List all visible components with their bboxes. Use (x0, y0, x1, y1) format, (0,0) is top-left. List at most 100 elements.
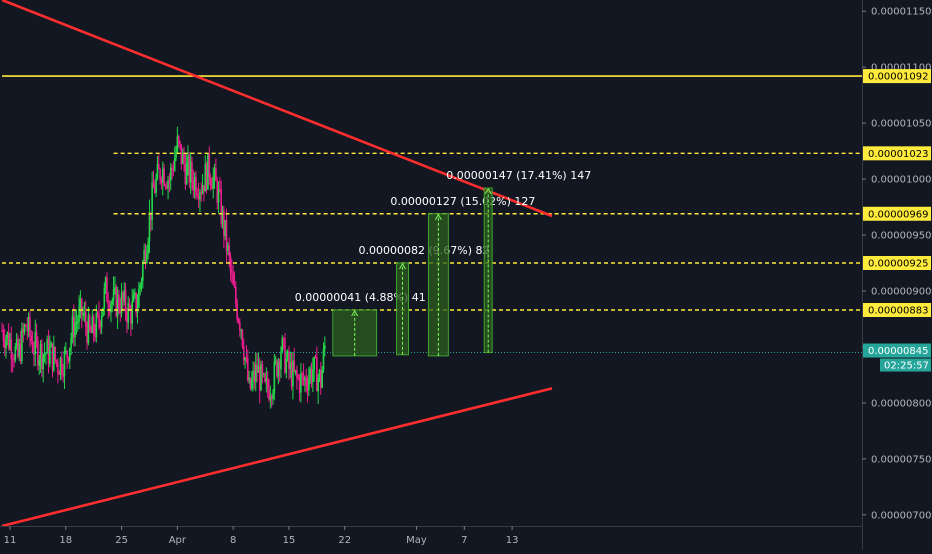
candle-body (43, 354, 46, 356)
candle-body (19, 343, 22, 362)
candle-body (151, 182, 153, 221)
candle-body (102, 307, 104, 317)
y-tick-label: 0.00000900 (871, 286, 931, 297)
x-tick-label: 7 (461, 535, 467, 546)
time-axis-background (0, 526, 862, 550)
candle-body (18, 343, 21, 357)
candle-body (284, 338, 286, 373)
candle-body (167, 180, 169, 189)
candle-body (309, 368, 312, 379)
candle-body (281, 338, 284, 352)
candle-body (165, 185, 168, 189)
candle-body (179, 141, 181, 145)
candle-body (183, 152, 185, 165)
candle-body (33, 352, 35, 355)
level-badge-label: 0.00000883 (868, 306, 928, 317)
candle-body (50, 343, 52, 348)
candle-body (173, 158, 176, 171)
candle-body (308, 378, 310, 391)
level-badge (863, 303, 931, 318)
candle-body (270, 396, 273, 400)
candle-body (54, 347, 56, 361)
candle-body (79, 298, 82, 308)
candle-body (294, 370, 297, 372)
candle-body (22, 328, 25, 333)
candle-body (74, 322, 76, 338)
x-tick-label: 18 (59, 535, 72, 546)
candle-body (208, 153, 211, 178)
candle-body (146, 253, 148, 263)
level-badge-label: 0.00001092 (868, 72, 928, 83)
candle-body (130, 309, 132, 324)
countdown-badge (880, 358, 931, 372)
candle-body (31, 341, 34, 353)
candle-body (201, 185, 204, 194)
candle-body (221, 210, 224, 224)
candle-body (100, 316, 103, 328)
candle-body (196, 194, 199, 196)
candle-body (237, 319, 240, 323)
candle-body (207, 153, 209, 190)
y-tick-label: 0.00001050 (871, 119, 931, 130)
candle-body (306, 385, 309, 391)
countdown-label: 02:25:57 (884, 361, 929, 372)
candle-body (314, 356, 317, 358)
candle-body (91, 316, 94, 333)
candle-body (310, 368, 313, 383)
candle-body (144, 250, 147, 263)
candle-body (219, 189, 221, 191)
candle-body (160, 180, 163, 183)
target-label: 0.00000041 (4.88%) 41 (295, 291, 426, 304)
time-axis[interactable]: 11 18 25 Apr 8 15 22 May 7 13 (0, 526, 862, 550)
target-arrowhead (484, 188, 492, 195)
candle-body (199, 192, 201, 200)
candle-body (285, 359, 288, 373)
candle-body (220, 189, 223, 224)
candle-body (240, 329, 242, 331)
candle-body (26, 326, 29, 332)
candle-body (184, 164, 187, 185)
candle-body (138, 289, 140, 308)
candle-body (157, 163, 160, 170)
candle-body (88, 315, 91, 330)
y-tick-label: 0.00000700 (871, 510, 931, 521)
current-price-label: 0.00000845 (868, 346, 928, 357)
candle-body (205, 163, 208, 190)
candle-body (224, 219, 226, 236)
candle-body (228, 244, 230, 257)
candle-body (260, 364, 262, 391)
candle-body (175, 151, 177, 159)
candle-body (23, 325, 26, 333)
candle-body (30, 335, 33, 342)
candle-body (83, 312, 86, 316)
candle-body (78, 307, 80, 322)
candle-body (41, 343, 43, 370)
candle-body (159, 169, 161, 181)
candle-body (266, 378, 269, 389)
candle-body (164, 185, 167, 187)
x-tick-label: 8 (230, 535, 236, 546)
candle-body (250, 379, 253, 389)
candle-body (298, 378, 301, 393)
candle-body (49, 347, 51, 365)
candle-body (163, 168, 165, 186)
candle-body (94, 333, 96, 338)
x-tick-label: 15 (283, 535, 296, 546)
target-arrowhead (434, 213, 442, 221)
price-axis-background (862, 0, 932, 550)
candle-body (7, 332, 10, 349)
candle-body (63, 351, 66, 377)
candle-body (200, 192, 203, 194)
candle-body (212, 176, 215, 190)
target-arrowhead (351, 310, 359, 317)
price-axis[interactable]: 0.00001150 0.00001100 0.00001050 0.00001000… (862, 0, 932, 550)
candle-body (122, 292, 124, 302)
candle-body (119, 309, 122, 314)
candle-body (11, 359, 14, 361)
y-tick-label: 0.00000950 (871, 231, 931, 242)
candle-body (90, 329, 92, 333)
candle-body (120, 292, 123, 314)
candle-body (187, 155, 189, 163)
